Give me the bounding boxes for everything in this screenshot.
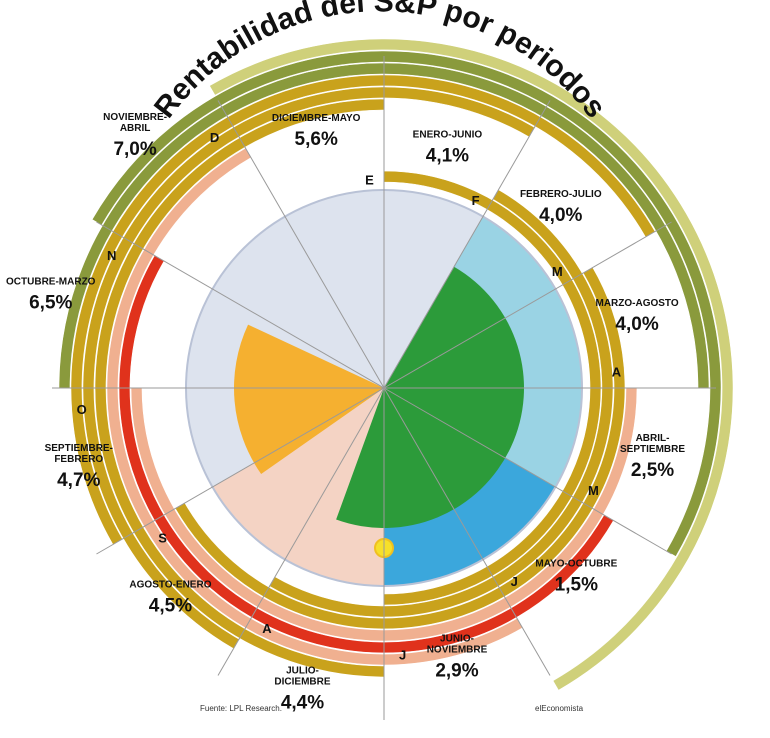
period-value: 4,1% [426,145,469,166]
credit-note: elEconomista [535,704,584,713]
period-label: FEBRERO-JULIO 4,0% [520,189,602,226]
month-letter: A [612,365,622,380]
period-label: OCTUBRE-MARZO 6,5% [6,277,96,314]
month-divider [96,387,385,555]
period-value: 4,0% [615,314,658,335]
month-letter: M [588,483,599,498]
period-label-text: NOVIEMBRE [427,644,488,655]
period-value: 4,5% [149,596,192,617]
period-label-text: FEBRERO-JULIO [520,189,602,200]
month-divider-lines [52,56,716,720]
month-divider [383,221,672,389]
period-label: MARZO-AGOSTO 4,0% [595,298,678,335]
month-letters: E F M A M J J A S O N D [77,130,622,663]
period-label-text: JUNIO- [440,633,474,644]
period-label-text: OCTUBRE-MARZO [6,277,96,288]
period-label-text: NOVIEMBRE- [103,112,167,123]
month-letter: O [77,402,87,417]
period-label-text: JULIO- [286,665,319,676]
autumn-sky-slice [212,388,384,586]
period-label: SEPTIEMBRE-FEBRERO 4,7% [45,443,113,491]
month-letter: A [262,621,272,636]
month-letter: J [399,647,406,662]
period-label: ENERO-JUNIO 4,1% [413,129,483,166]
month-divider [217,387,385,676]
green-field-slice [336,266,524,528]
autumn-field-slice [233,324,384,475]
period-label: NOVIEMBRE-ABRIL 7,0% [103,112,167,160]
period-label: AGOSTO-ENERO 4,5% [129,580,211,617]
period-value: 7,0% [113,139,156,160]
period-value: 4,4% [281,692,324,713]
period-value: 2,5% [631,460,674,481]
month-divider [217,100,385,389]
period-label-text: ABRIL [120,123,151,134]
period-label: ABRIL-SEPTIEMBRE 2,5% [620,433,685,481]
period-label: JULIO-DICIEMBRE 4,4% [274,665,330,713]
winter-slice [212,189,483,388]
period-label-text: DICIEMBRE [274,676,330,687]
source-note: Fuente: LPL Research. [200,704,282,713]
period-label: DICIEMBRE-MAYO 5,6% [272,113,361,150]
period-value: 4,7% [57,470,100,491]
month-divider [383,387,551,676]
month-divider [383,387,672,555]
period-value: 5,6% [295,129,338,150]
period-label-text: ENERO-JUNIO [413,129,483,140]
period-label: MAYO-OCTUBRE 1,5% [535,558,617,595]
period-label-text: SEPTIEMBRE [620,444,685,455]
period-band [209,38,734,691]
month-letter: E [365,173,374,188]
month-letter: F [472,193,480,208]
month-letter: N [107,248,116,263]
period-label: JUNIO-NOVIEMBRE 2,9% [427,633,488,681]
period-label-text: DICIEMBRE-MAYO [272,113,361,124]
period-label-text: ABRIL- [636,433,670,444]
period-label-text: SEPTIEMBRE- [45,443,113,454]
month-divider [96,221,385,389]
month-divider [383,100,551,389]
period-label-text: MARZO-AGOSTO [595,298,678,309]
month-letter: D [210,130,219,145]
period-value: 4,0% [539,205,582,226]
period-value: 1,5% [555,574,598,595]
month-letter: J [511,574,518,589]
period-value: 2,9% [435,660,478,681]
month-letter: S [158,530,167,545]
month-letter: M [552,264,563,279]
period-value: 6,5% [29,293,72,314]
period-label-text: FEBRERO [54,454,103,465]
period-label-text: MAYO-OCTUBRE [535,558,617,569]
period-labels: ENERO-JUNIO4,1%FEBRERO-JULIO4,0%MARZO-AG… [6,112,685,713]
period-label-text: AGOSTO-ENERO [129,580,211,591]
